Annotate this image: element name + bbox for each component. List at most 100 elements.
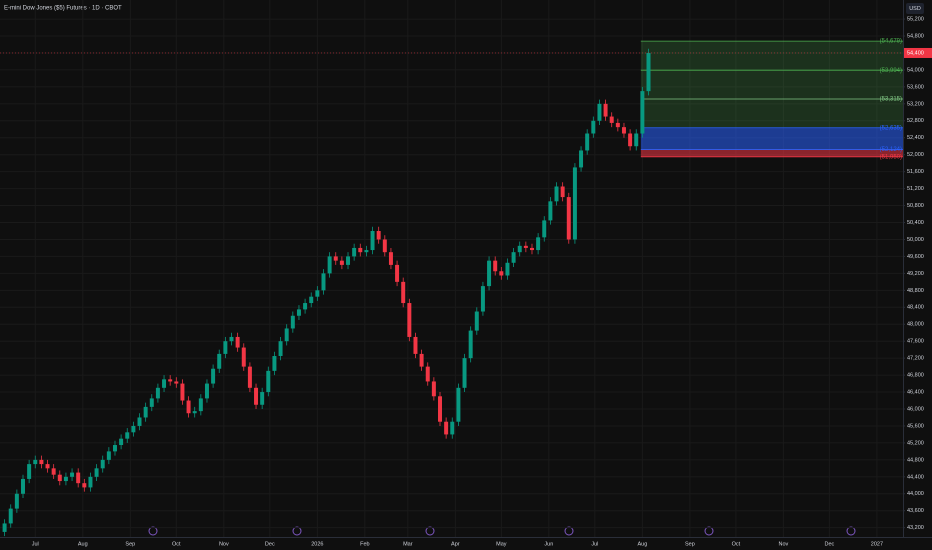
y-tick-label: 49,200 — [907, 271, 924, 277]
level-zone — [640, 149, 903, 157]
candle-body — [419, 353, 424, 367]
candle-body — [223, 341, 228, 354]
candle-body — [352, 247, 357, 257]
candle-body — [566, 197, 571, 240]
x-tick-label: Jun — [544, 541, 553, 547]
candle-body — [143, 406, 148, 418]
last-price-label: 54,400 — [907, 50, 924, 56]
candle-body — [211, 368, 216, 384]
levels: (54,679) (53,994) (53,315) (52,635) (52,124)… — [640, 39, 903, 160]
x-tick-label: Nov — [779, 541, 789, 547]
candle-body — [180, 383, 185, 401]
candle-body — [407, 303, 412, 337]
y-tick-label: 44,000 — [907, 491, 924, 497]
candle-body — [119, 438, 124, 446]
x-tick-label: Apr — [451, 541, 460, 547]
y-tick-label: 49,600 — [907, 254, 924, 260]
y-tick-label: 52,800 — [907, 118, 924, 124]
candle-body — [468, 330, 473, 359]
candle-body — [462, 358, 467, 388]
currency-label[interactable]: USD — [909, 6, 921, 12]
candle-body — [456, 387, 461, 422]
x-tick-label: Aug — [637, 541, 647, 547]
y-tick-label: 47,200 — [907, 356, 924, 362]
y-tick-label: 55,200 — [907, 17, 924, 23]
candle-body — [235, 336, 240, 348]
level-label: (52,124) — [880, 147, 902, 153]
candle-body — [204, 383, 209, 399]
level-label: (53,994) — [880, 68, 902, 74]
y-tick-label: 50,400 — [907, 220, 924, 226]
candle-body — [149, 398, 154, 407]
candle-body — [634, 133, 639, 147]
y-tick-label: 44,800 — [907, 457, 924, 463]
candle-body — [76, 472, 81, 484]
candle-body — [339, 260, 344, 265]
level-label: (53,315) — [880, 97, 902, 103]
candle-body — [254, 387, 259, 405]
candle-body — [560, 186, 565, 198]
y-tick-label: 46,800 — [907, 373, 924, 379]
y-tick-label: 46,000 — [907, 406, 924, 412]
candle-body — [585, 133, 590, 151]
candle-body — [493, 260, 498, 272]
level-zone — [640, 41, 903, 71]
candle-body — [554, 186, 559, 202]
candle-body — [346, 256, 351, 265]
event-icon[interactable] — [564, 526, 574, 536]
candle-body — [192, 411, 197, 414]
candle-body — [431, 381, 436, 397]
level-label: (51,950) — [880, 154, 902, 160]
y-tick-label: 53,200 — [907, 101, 924, 107]
candle-body — [542, 220, 547, 238]
level-label: (54,679) — [880, 39, 902, 45]
candle-body — [425, 366, 430, 382]
candle-body — [112, 445, 117, 452]
candle-body — [45, 464, 50, 469]
y-tick-label: 51,600 — [907, 169, 924, 175]
grid — [0, 0, 903, 537]
candle-body — [523, 245, 528, 248]
candle-body — [162, 379, 167, 388]
x-tick-label: Sep — [685, 541, 695, 547]
y-tick-label: 52,400 — [907, 135, 924, 141]
candle-body — [290, 315, 295, 329]
candle-body — [487, 260, 492, 287]
x-tick-label: Nov — [219, 541, 229, 547]
candle-body — [609, 116, 614, 123]
event-icon[interactable] — [148, 526, 158, 536]
y-tick-label: 54,800 — [907, 33, 924, 39]
event-icon[interactable] — [704, 526, 714, 536]
candle-body — [333, 256, 338, 261]
x-tick-label: Aug — [78, 541, 88, 547]
candle-body — [511, 252, 516, 263]
candle-body — [131, 425, 136, 433]
candle-body — [646, 52, 651, 92]
currency-button[interactable] — [906, 3, 924, 14]
y-tick-label: 53,600 — [907, 84, 924, 90]
y-tick-label: 44,400 — [907, 474, 924, 480]
event-icon[interactable] — [425, 526, 435, 536]
candle-body — [260, 392, 265, 405]
candle-body — [615, 122, 620, 128]
candle-body — [401, 281, 406, 304]
candle-body — [597, 103, 602, 121]
candle-body — [70, 472, 75, 477]
candle-body — [186, 400, 191, 414]
event-icon[interactable] — [846, 526, 856, 536]
candle-body — [388, 252, 393, 265]
candle-body — [621, 127, 626, 134]
candle-body — [474, 311, 479, 331]
candle-body — [88, 476, 93, 488]
x-tick-label: Dec — [825, 541, 835, 547]
x-tick-label: Jul — [591, 541, 598, 547]
y-tick-label: 50,000 — [907, 237, 924, 243]
candle-body — [63, 476, 68, 482]
event-icon[interactable] — [292, 526, 302, 536]
y-tick-label: 46,400 — [907, 390, 924, 396]
candle-body — [499, 271, 504, 276]
candle-body — [536, 237, 541, 251]
candle-body — [33, 459, 38, 465]
